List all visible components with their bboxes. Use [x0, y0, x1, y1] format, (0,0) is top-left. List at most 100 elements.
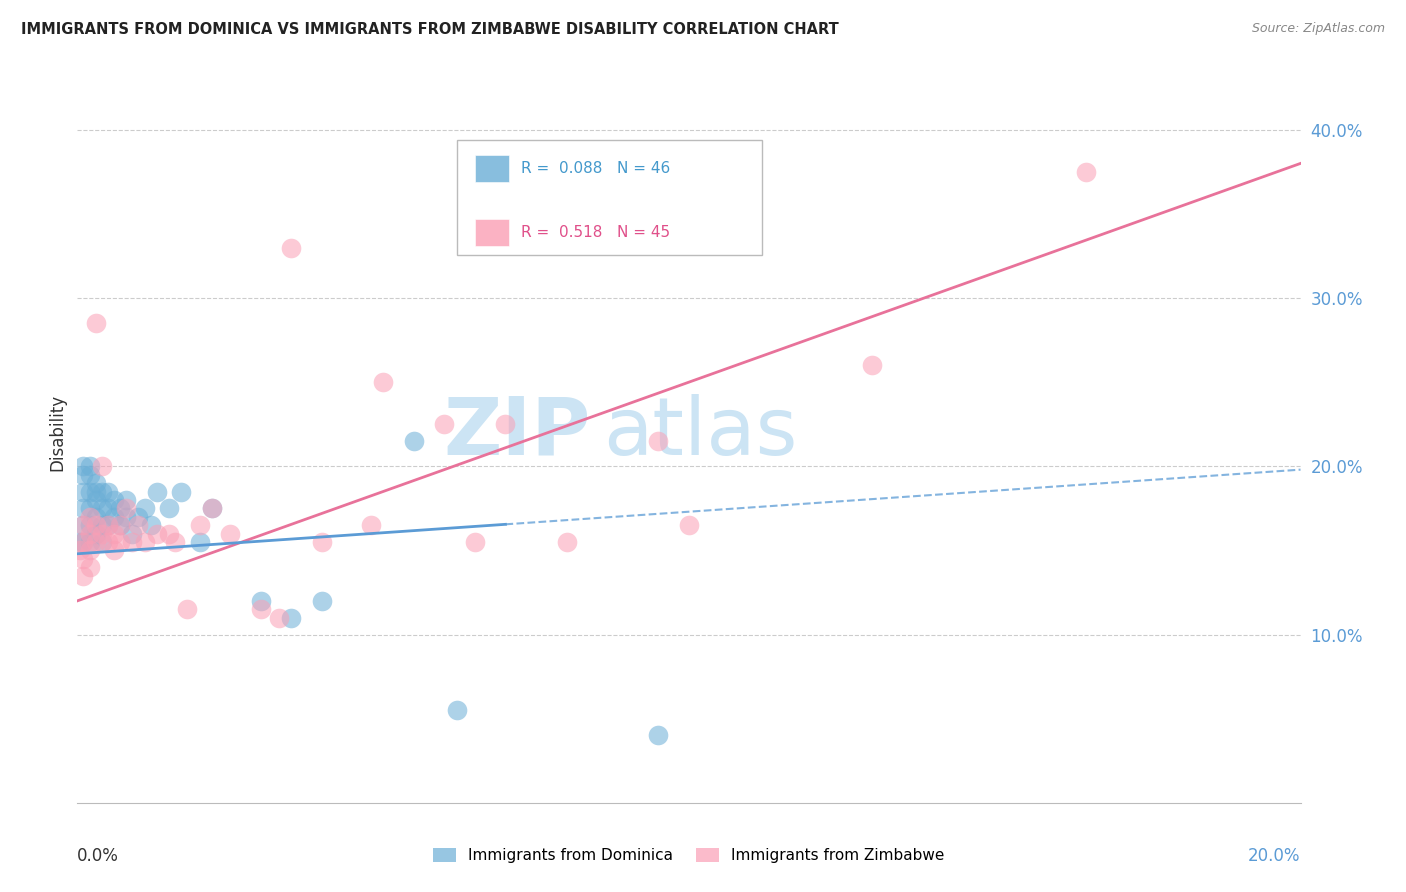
Point — [280, 610, 302, 624]
Point — [201, 501, 224, 516]
Point — [72, 459, 94, 474]
Point — [84, 316, 107, 330]
Point — [165, 535, 187, 549]
Point — [157, 526, 180, 541]
Text: IMMIGRANTS FROM DOMINICA VS IMMIGRANTS FROM ZIMBABWE DISABILITY CORRELATION CHAR: IMMIGRANTS FROM DOMINICA VS IMMIGRANTS F… — [21, 22, 839, 37]
Point — [188, 518, 211, 533]
Point — [250, 602, 273, 616]
Point — [115, 492, 138, 507]
Point — [90, 535, 112, 549]
Point — [121, 526, 143, 541]
Point — [84, 476, 107, 491]
Point — [157, 501, 180, 516]
Y-axis label: Disability: Disability — [48, 394, 66, 471]
Point — [555, 535, 578, 549]
Point — [72, 501, 94, 516]
Point — [79, 560, 101, 574]
Point — [280, 240, 302, 255]
Point — [188, 535, 211, 549]
Point — [170, 484, 193, 499]
Point — [1076, 165, 1098, 179]
Point — [127, 518, 149, 533]
Point — [108, 518, 131, 533]
Point — [90, 518, 112, 533]
Point — [79, 526, 101, 541]
Text: atlas: atlas — [603, 393, 797, 472]
Point — [103, 492, 125, 507]
Point — [115, 501, 138, 516]
Point — [97, 518, 120, 533]
FancyBboxPatch shape — [475, 219, 509, 246]
Point — [250, 594, 273, 608]
Point — [72, 551, 94, 566]
Point — [269, 610, 291, 624]
FancyBboxPatch shape — [457, 140, 762, 255]
Point — [134, 535, 156, 549]
Point — [79, 467, 101, 482]
Point — [862, 359, 884, 373]
Point — [72, 518, 94, 533]
Text: 0.0%: 0.0% — [77, 847, 120, 865]
Point — [647, 729, 669, 743]
Point — [84, 492, 107, 507]
Point — [360, 518, 382, 533]
Legend: Immigrants from Dominica, Immigrants from Zimbabwe: Immigrants from Dominica, Immigrants fro… — [427, 842, 950, 869]
Point — [97, 518, 120, 533]
Point — [134, 501, 156, 516]
Point — [72, 518, 94, 533]
Point — [90, 459, 112, 474]
Point — [97, 484, 120, 499]
Point — [311, 535, 333, 549]
Point — [464, 535, 486, 549]
Point — [176, 602, 198, 616]
Point — [84, 484, 107, 499]
Point — [79, 518, 101, 533]
Point — [79, 535, 101, 549]
Point — [127, 509, 149, 524]
Point — [84, 509, 107, 524]
Text: R =  0.518   N = 45: R = 0.518 N = 45 — [522, 225, 671, 240]
Point — [97, 501, 120, 516]
Point — [433, 417, 456, 432]
Point — [108, 501, 131, 516]
Point — [219, 526, 242, 541]
Point — [103, 509, 125, 524]
Point — [446, 703, 468, 717]
Point — [79, 501, 101, 516]
Point — [79, 543, 101, 558]
Point — [647, 434, 669, 448]
Point — [72, 484, 94, 499]
Point — [72, 535, 94, 549]
Point — [311, 594, 333, 608]
Point — [79, 484, 101, 499]
Point — [97, 535, 120, 549]
Text: R =  0.088   N = 46: R = 0.088 N = 46 — [522, 161, 671, 176]
Point — [90, 501, 112, 516]
Point — [678, 518, 700, 533]
Point — [90, 484, 112, 499]
Point — [103, 526, 125, 541]
Point — [121, 535, 143, 549]
Point — [115, 509, 138, 524]
Point — [72, 467, 94, 482]
Point — [402, 434, 425, 448]
Point — [69, 543, 91, 558]
Point — [84, 535, 107, 549]
Point — [103, 543, 125, 558]
Point — [72, 535, 94, 549]
Point — [146, 526, 169, 541]
Point — [84, 518, 107, 533]
Point — [371, 375, 394, 389]
Text: Source: ZipAtlas.com: Source: ZipAtlas.com — [1251, 22, 1385, 36]
Point — [108, 518, 131, 533]
FancyBboxPatch shape — [475, 155, 509, 182]
Point — [79, 459, 101, 474]
Point — [139, 518, 162, 533]
Point — [146, 484, 169, 499]
Point — [84, 526, 107, 541]
Point — [79, 509, 101, 524]
Point — [90, 526, 112, 541]
Point — [108, 535, 131, 549]
Point — [495, 417, 517, 432]
Point — [72, 568, 94, 582]
